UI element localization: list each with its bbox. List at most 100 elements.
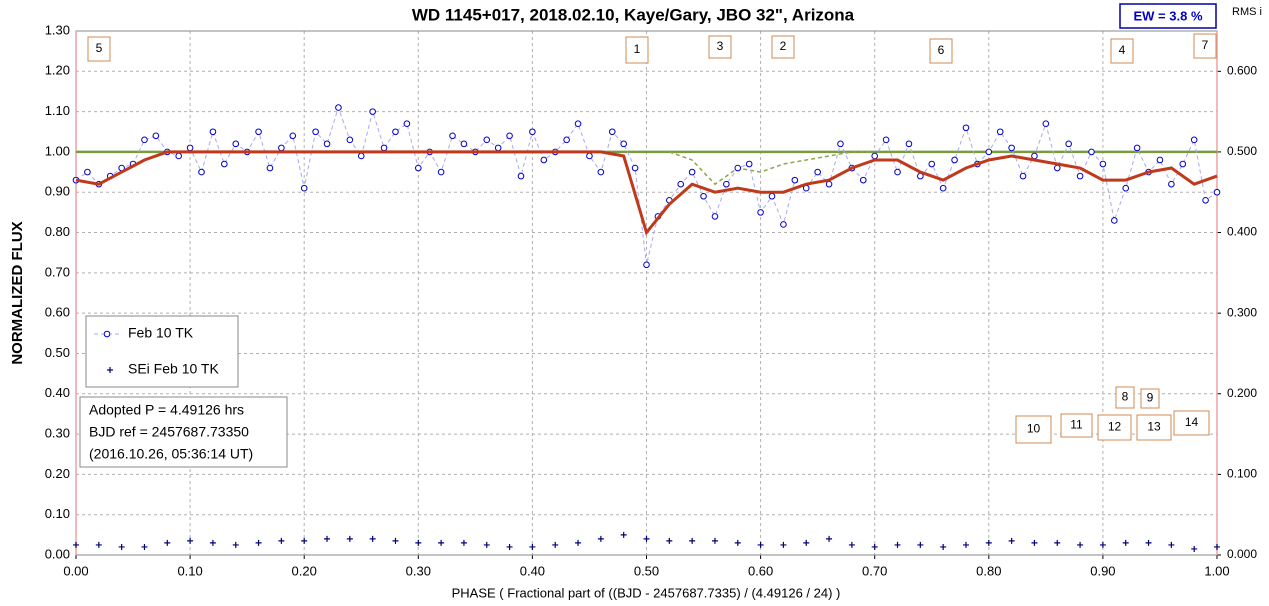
data-point xyxy=(1008,537,1015,544)
data-point xyxy=(312,128,319,136)
y-tick-label: 0.20 xyxy=(45,466,70,481)
data-point xyxy=(985,539,992,546)
y2-tick-label: 0.000 xyxy=(1227,547,1257,561)
data-point xyxy=(95,541,102,548)
data-point xyxy=(871,152,879,160)
data-point xyxy=(141,543,148,550)
data-point xyxy=(723,180,730,188)
data-point xyxy=(939,184,947,192)
data-point xyxy=(780,221,787,228)
rms-label: RMS i xyxy=(1232,6,1262,18)
data-point xyxy=(1156,156,1164,164)
data-point xyxy=(209,128,217,136)
annotation-box xyxy=(708,35,732,59)
data-point xyxy=(1065,140,1072,148)
y2-tick-label: 0.100 xyxy=(1227,467,1257,481)
data-point xyxy=(1179,160,1187,168)
data-point xyxy=(768,192,776,200)
data-point xyxy=(517,172,525,180)
annotation-box xyxy=(1060,413,1093,438)
data-point xyxy=(437,168,445,176)
annotation-box xyxy=(1097,414,1132,441)
data-point xyxy=(1191,545,1198,552)
data-point xyxy=(1133,144,1141,152)
data-point xyxy=(608,128,616,136)
data-point xyxy=(1031,152,1038,160)
legend-marker xyxy=(103,330,111,338)
annotation-label: 4 xyxy=(1119,43,1126,57)
data-point xyxy=(73,541,79,548)
y-tick-label: 0.70 xyxy=(45,264,70,279)
data-point xyxy=(289,132,297,140)
x-tick-label: 0.70 xyxy=(862,563,887,578)
data-point xyxy=(255,128,262,136)
data-point xyxy=(300,184,308,192)
x-tick-label: 1.00 xyxy=(1204,563,1229,578)
data-point xyxy=(848,541,855,548)
data-point xyxy=(529,543,536,550)
annotation-box xyxy=(771,35,795,59)
data-point xyxy=(118,543,125,550)
data-point xyxy=(232,140,240,148)
data-point xyxy=(643,535,650,542)
y-tick-label: 0.10 xyxy=(45,506,70,521)
y-tick-label: 1.10 xyxy=(45,103,70,118)
data-point xyxy=(255,539,262,546)
data-point xyxy=(506,543,513,550)
data-point xyxy=(574,120,582,128)
data-point xyxy=(380,144,388,152)
x-tick-label: 0.20 xyxy=(292,563,317,578)
data-point xyxy=(529,128,536,136)
data-point xyxy=(677,180,685,188)
info-box xyxy=(79,396,288,468)
data-point xyxy=(324,535,331,542)
x-tick-label: 0.80 xyxy=(976,563,1001,578)
data-point xyxy=(962,124,970,132)
annotation-box xyxy=(1140,388,1160,409)
data-point xyxy=(415,539,422,546)
data-point xyxy=(871,543,878,550)
info-line: BJD ref = 2457687.73350 xyxy=(89,424,249,440)
data-point xyxy=(392,128,399,136)
data-point xyxy=(232,541,239,548)
data-point xyxy=(301,537,308,544)
data-point xyxy=(745,160,753,168)
legend-marker xyxy=(107,367,113,373)
data-point xyxy=(1053,164,1061,172)
data-point xyxy=(689,537,696,544)
data-point xyxy=(266,164,274,172)
data-point xyxy=(438,539,445,546)
data-point xyxy=(757,541,764,548)
data-point xyxy=(278,144,285,152)
data-point xyxy=(187,537,194,544)
y2-tick-label: 0.600 xyxy=(1227,63,1257,77)
annotation-box xyxy=(1115,386,1135,409)
data-point xyxy=(631,164,639,172)
data-point xyxy=(335,104,342,111)
y-tick-label: 0.00 xyxy=(45,546,70,561)
annotation-box xyxy=(625,36,649,64)
data-point xyxy=(1190,136,1198,144)
y2-tick-label: 0.500 xyxy=(1227,144,1257,158)
series-line xyxy=(669,151,875,186)
legend-box xyxy=(85,315,239,388)
data-point xyxy=(84,168,91,176)
data-point xyxy=(357,152,365,160)
x-tick-label: 0.00 xyxy=(63,563,88,578)
annotation-label: 11 xyxy=(1070,418,1083,432)
data-point xyxy=(688,168,696,176)
data-point xyxy=(152,132,160,140)
annotation-box xyxy=(929,38,953,64)
data-point xyxy=(1168,180,1175,188)
data-point xyxy=(1099,541,1106,548)
data-point xyxy=(996,128,1004,136)
data-point xyxy=(1088,148,1095,156)
data-point xyxy=(894,168,901,176)
annotation-box xyxy=(1110,38,1134,64)
annotation-label: 12 xyxy=(1108,420,1122,434)
annotation-label: 1 xyxy=(634,42,641,56)
data-point xyxy=(1145,539,1152,546)
y-tick-label: 0.60 xyxy=(45,305,70,320)
legend-label: SEi Feb 10 TK xyxy=(128,361,219,377)
